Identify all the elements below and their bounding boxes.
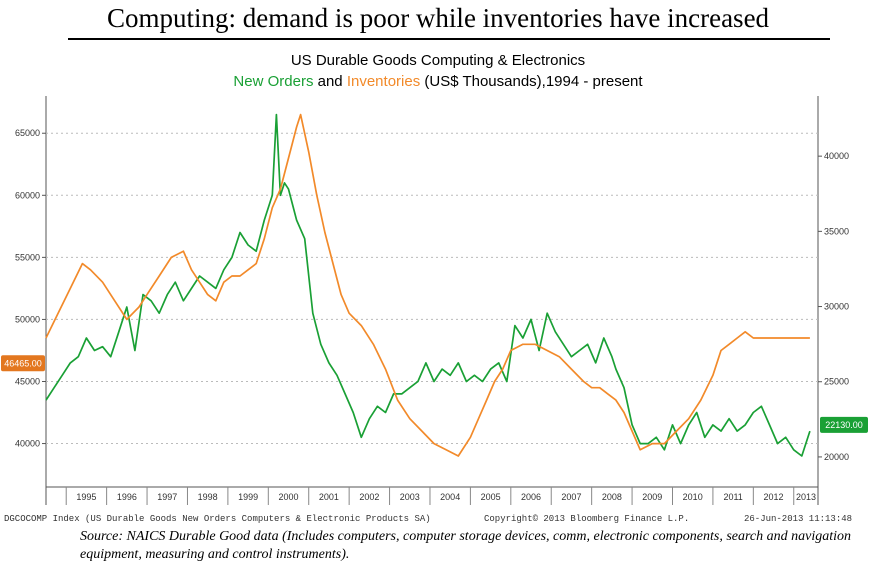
x-tick-label: 2007 — [561, 492, 581, 502]
x-tick-label: 2001 — [319, 492, 339, 502]
x-tick-label: 1995 — [76, 492, 96, 502]
chart-title: US Durable Goods Computing & Electronics — [290, 52, 586, 69]
x-tick-label: 2000 — [278, 492, 298, 502]
x-tick-label: 2004 — [440, 492, 460, 502]
x-tick-label: 2011 — [723, 492, 742, 502]
left-tick-label: 55000 — [15, 252, 40, 262]
chart-subtitle: New Orders and Inventories (US$ Thousand… — [0, 73, 876, 90]
right-tick-label: 25000 — [824, 377, 849, 387]
x-tick-label: 2005 — [481, 492, 501, 502]
x-tick-label: 2009 — [642, 492, 662, 502]
x-tick-label: 2002 — [359, 492, 379, 502]
x-tick-label: 1999 — [238, 492, 258, 502]
x-tick-label: 2012 — [764, 492, 784, 502]
x-tick-label: 2008 — [602, 492, 622, 502]
subtitle-inventories: Inventories — [346, 73, 421, 90]
subtitle-rest: (US$ Thousands),1994 - present — [420, 73, 643, 90]
x-tick-label: 1997 — [157, 492, 177, 502]
right-tick-label: 35000 — [824, 226, 849, 236]
left-tick-label: 65000 — [15, 128, 40, 138]
left-tick-label: 45000 — [15, 376, 40, 386]
footer-index: DGCOCOMP Index (US Durable Goods New Ord… — [4, 514, 431, 524]
x-tick-label: 2013 — [796, 492, 816, 502]
right-tick-label: 30000 — [824, 302, 849, 312]
inventoriesseries-line — [45, 113, 810, 457]
footer-copyright: Copyright© 2013 Bloomberg Finance L.P. — [484, 514, 690, 524]
x-tick-label: 1998 — [198, 492, 218, 502]
right-tick-label: 40000 — [824, 151, 849, 161]
new-ordersseries-line — [45, 113, 811, 457]
x-tick-label: 1996 — [117, 492, 137, 502]
source-note: Source: NAICS Durable Good data (Include… — [80, 529, 852, 562]
inventories-last-value-badge — [1, 355, 45, 372]
new-orders-last-value-label: 22130.00 — [825, 420, 863, 430]
footer-timestamp: 26-Jun-2013 11:13:48 — [744, 514, 853, 524]
subtitle-and: and — [313, 73, 347, 90]
subtitle-new-orders: New Orders — [233, 73, 314, 90]
left-tick-label: 40000 — [15, 439, 40, 449]
left-tick-label: 60000 — [15, 190, 40, 200]
left-tick-label: 50000 — [15, 314, 40, 324]
headline-rule — [68, 38, 830, 40]
x-tick-label: 2010 — [683, 492, 703, 502]
x-tick-label: 2003 — [400, 492, 420, 502]
inventories-last-value-label: 46465.00 — [4, 358, 42, 368]
chart-plot: 40000 45000 50000 55000 60000 65000 20000 25000… — [1, 96, 868, 505]
x-tick-label: 2006 — [521, 492, 541, 502]
right-tick-label: 20000 — [824, 452, 849, 462]
headline: Computing: demand is poor while inventor… — [106, 3, 770, 33]
new-orders-last-value-badge — [820, 416, 868, 433]
